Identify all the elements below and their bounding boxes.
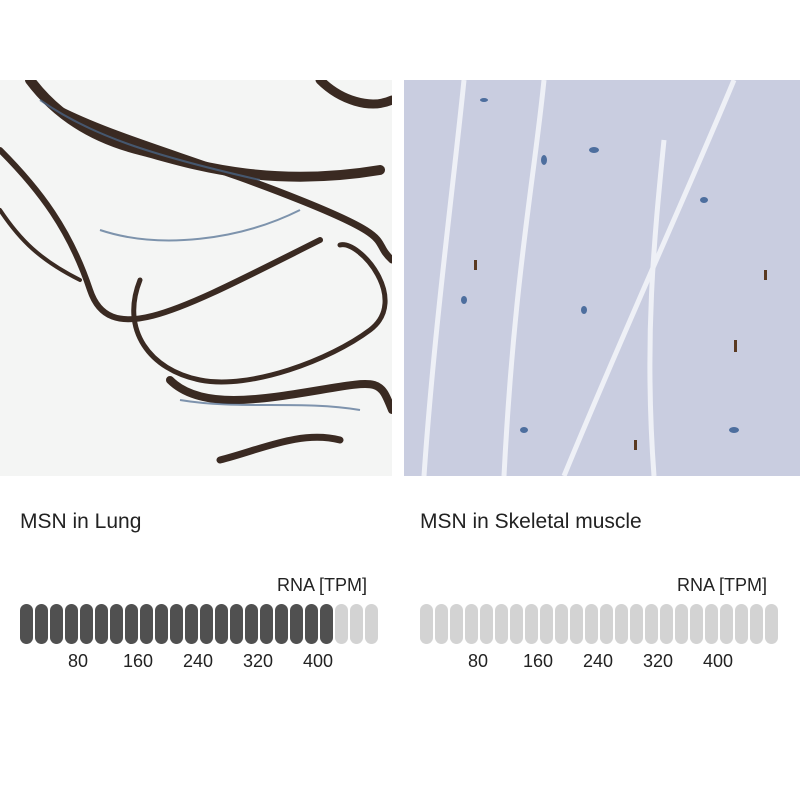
- tick-label: 240: [182, 651, 214, 671]
- rna-level-bar: [480, 604, 493, 644]
- rna-level-bar: [750, 604, 763, 644]
- tick-label: 160: [522, 651, 554, 671]
- rna-level-bar: [660, 604, 673, 644]
- rna-level-bar: [420, 604, 433, 644]
- rna-level-bar: [95, 604, 108, 644]
- rna-level-bar: [615, 604, 628, 644]
- muscle-rna-bar-scale: [420, 604, 778, 644]
- rna-level-bar: [510, 604, 523, 644]
- rna-level-bar: [645, 604, 658, 644]
- rna-level-bar: [365, 604, 378, 644]
- rna-level-bar: [435, 604, 448, 644]
- lung-panel-title: MSN in Lung: [20, 510, 142, 533]
- rna-level-bar: [600, 604, 613, 644]
- rna-level-bar: [185, 604, 198, 644]
- rna-level-bar: [675, 604, 688, 644]
- skeletal-muscle-tissue-image: [404, 80, 800, 476]
- rna-level-bar: [215, 604, 228, 644]
- tick-label: 400: [702, 651, 734, 671]
- rna-level-bar: [305, 604, 318, 644]
- rna-level-bar: [540, 604, 553, 644]
- rna-level-bar: [555, 604, 568, 644]
- rna-level-bar: [690, 604, 703, 644]
- rna-level-bar: [735, 604, 748, 644]
- rna-level-bar: [465, 604, 478, 644]
- rna-level-bar: [720, 604, 733, 644]
- rna-level-bar: [35, 604, 48, 644]
- tick-label: 320: [242, 651, 274, 671]
- muscle-rna-unit-label: RNA [TPM]: [677, 575, 768, 595]
- rna-level-bar: [570, 604, 583, 644]
- rna-level-bar: [450, 604, 463, 644]
- rna-level-bar: [335, 604, 348, 644]
- rna-level-bar: [245, 604, 258, 644]
- rna-level-bar: [525, 604, 538, 644]
- rna-level-bar: [170, 604, 183, 644]
- rna-level-bar: [630, 604, 643, 644]
- rna-level-bar: [705, 604, 718, 644]
- tick-label: 160: [122, 651, 154, 671]
- lung-rna-unit-label: RNA [TPM]: [277, 575, 368, 595]
- muscle-fibers: [421, 80, 767, 476]
- rna-level-bar: [230, 604, 243, 644]
- rna-level-bar: [260, 604, 273, 644]
- rna-level-bar: [765, 604, 778, 644]
- lung-stain-strands: [0, 80, 392, 464]
- rna-level-bar: [585, 604, 598, 644]
- rna-level-bar: [200, 604, 213, 644]
- lung-tissue-image: [0, 80, 392, 476]
- rna-level-bar: [155, 604, 168, 644]
- rna-level-bar: [495, 604, 508, 644]
- rna-level-bar: [80, 604, 93, 644]
- rna-level-bar: [140, 604, 153, 644]
- tick-label: 80: [467, 651, 489, 671]
- rna-level-bar: [275, 604, 288, 644]
- rna-level-bar: [290, 604, 303, 644]
- tick-label: 400: [302, 651, 334, 671]
- tick-label: 80: [67, 651, 89, 671]
- rna-level-bar: [125, 604, 138, 644]
- muscle-panel-title: MSN in Skeletal muscle: [420, 510, 642, 533]
- rna-level-bar: [350, 604, 363, 644]
- lung-rna-bar-scale: [20, 604, 378, 644]
- rna-level-bar: [20, 604, 33, 644]
- rna-level-bar: [320, 604, 333, 644]
- rna-level-bar: [50, 604, 63, 644]
- tick-label: 320: [642, 651, 674, 671]
- tick-label: 240: [582, 651, 614, 671]
- rna-level-bar: [110, 604, 123, 644]
- rna-level-bar: [65, 604, 78, 644]
